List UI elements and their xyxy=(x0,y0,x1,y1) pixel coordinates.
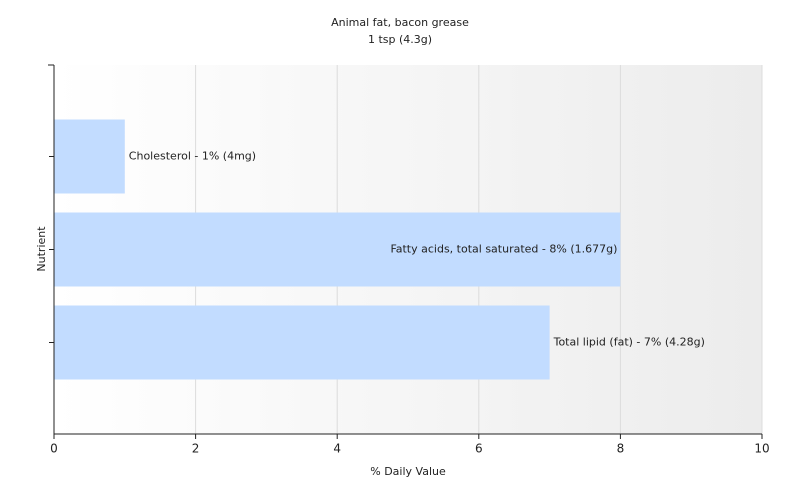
value-label: Fatty acids, total saturated - 8% (1.677… xyxy=(390,243,617,256)
value-label: Cholesterol - 1% (4mg) xyxy=(129,150,256,163)
x-tick-label: 4 xyxy=(333,442,341,456)
y-axis-title: Nutrient xyxy=(35,226,48,272)
x-tick-label: 0 xyxy=(50,442,58,456)
x-tick-label: 2 xyxy=(192,442,200,456)
x-tick-label: 8 xyxy=(617,442,625,456)
chart-title: Animal fat, bacon grease xyxy=(331,16,469,29)
bars xyxy=(54,119,621,380)
x-tick-label: 10 xyxy=(754,442,769,456)
x-axis-title: % Daily Value xyxy=(370,465,446,478)
bar xyxy=(54,305,550,380)
x-tick-label: 6 xyxy=(475,442,483,456)
bar xyxy=(54,119,125,194)
value-label: Total lipid (fat) - 7% (4.28g) xyxy=(553,336,705,349)
chart-subtitle: 1 tsp (4.3g) xyxy=(368,33,432,46)
bar xyxy=(54,212,621,287)
